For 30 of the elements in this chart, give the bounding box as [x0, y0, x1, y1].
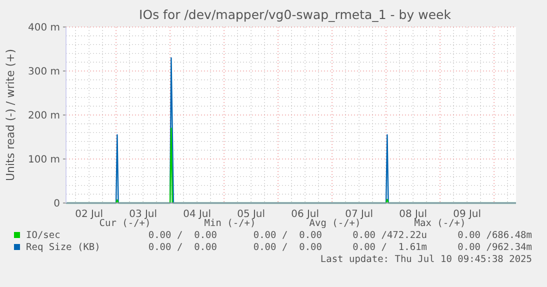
x-tick-label: 09 Jul: [453, 209, 482, 220]
y-tick-label: 400 m: [28, 22, 60, 34]
text: 0.00 /686.48m: [458, 230, 532, 241]
text: 0.00 / 1.61m: [352, 242, 428, 253]
text: 0.00 / 0.00: [148, 230, 218, 241]
x-tick-label: 04 Jul: [183, 209, 212, 220]
text: Cur (-/+): [99, 218, 151, 229]
text: Min (-/+): [204, 218, 256, 229]
x-tick-label: 02 Jul: [75, 209, 104, 220]
text: Last update: Thu Jul 10 09:45:38 2025: [320, 254, 532, 265]
x-tick-label: 07 Jul: [345, 209, 374, 220]
y-tick-label: 0: [54, 198, 60, 210]
x-tick-label: 06 Jul: [291, 209, 320, 220]
legend-label: IO/sec: [26, 230, 60, 241]
y-tick-label: 300 m: [28, 66, 60, 78]
text: 0.00 / 0.00: [253, 242, 322, 253]
y-axis-title: Units read (-) / write (+): [4, 48, 17, 182]
text: Max (-/+): [414, 218, 466, 229]
y-tick-label: 100 m: [28, 154, 60, 166]
y-tick-label: 200 m: [28, 110, 60, 122]
x-tick-label: 08 Jul: [399, 209, 428, 220]
legend-label: Req Size (KB): [26, 242, 100, 253]
text: 0.00 / 0.00: [148, 242, 218, 253]
text: 0.00 /962.34m: [458, 242, 532, 253]
text: 0.00 /472.22u: [352, 230, 427, 241]
x-tick-label: 03 Jul: [129, 209, 158, 220]
text: 0.00 / 0.00: [253, 230, 322, 241]
chart-title: IOs for /dev/mapper/vg0-swap_rmeta_1 - by week: [139, 7, 452, 22]
x-tick-label: 05 Jul: [237, 209, 266, 220]
text: Avg (-/+): [309, 218, 361, 229]
